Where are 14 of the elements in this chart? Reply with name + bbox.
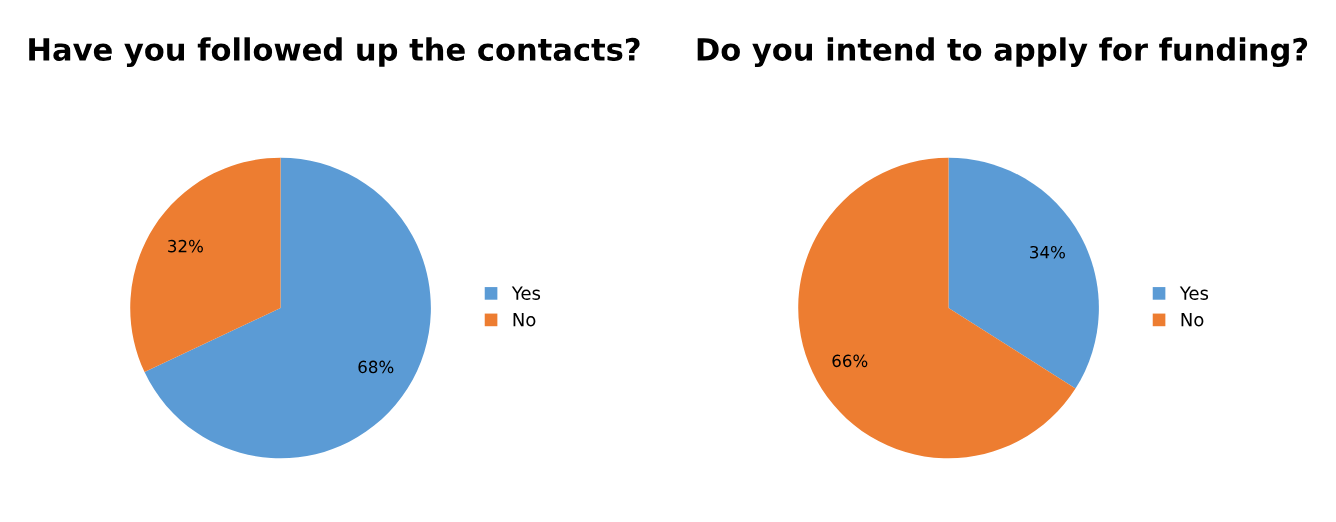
chart-title: Have you followed up the contacts? [29,37,640,68]
legend-label: No [1181,313,1204,327]
legend-label: Yes [511,286,541,300]
data-label: 66% [832,354,868,368]
data-label: 68% [358,360,394,374]
data-label: 32% [168,239,203,253]
data-label: 34% [1030,245,1065,259]
pie-slice [130,157,281,372]
legend-label: Yes [1179,286,1209,300]
pie-slice [144,157,431,459]
pie-slice [798,157,1076,459]
legend-label: No [513,313,536,327]
chart-title: Do you intend to apply for funding? [697,37,1308,68]
pie-slice [948,157,1099,389]
